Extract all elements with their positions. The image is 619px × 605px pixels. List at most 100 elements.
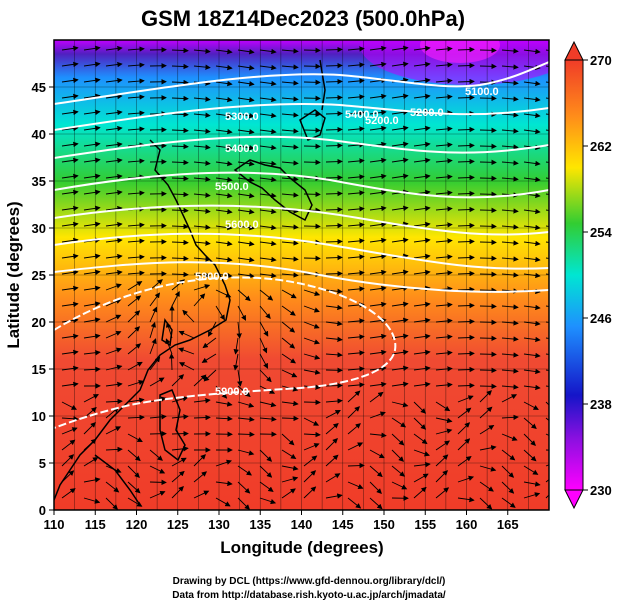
streamline-arrow	[325, 46, 343, 53]
streamline-arrow	[127, 465, 140, 478]
streamline-arrow	[215, 96, 233, 103]
streamline-arrow	[215, 128, 233, 135]
streamline-arrow	[83, 301, 101, 307]
streamline-arrow	[435, 174, 453, 180]
streamline-arrow	[105, 364, 123, 371]
streamline-arrow	[237, 257, 255, 263]
streamline-arrow	[413, 205, 431, 212]
y-tick-label: 35	[32, 174, 46, 189]
streamline-arrow	[105, 157, 123, 164]
streamline-arrow	[171, 446, 189, 452]
streamline-arrow	[233, 353, 239, 371]
streamline-arrow	[105, 347, 122, 355]
streamline-arrow	[347, 423, 361, 435]
streamline-arrow	[369, 391, 384, 403]
streamline-arrow	[391, 417, 407, 428]
streamline-arrow	[347, 46, 365, 52]
streamline-arrow	[201, 353, 217, 363]
streamline-arrow	[105, 61, 123, 68]
streamline-arrow	[457, 222, 475, 229]
streamline-arrow	[325, 422, 339, 435]
streamline-arrow	[215, 80, 233, 87]
streamline-arrow	[127, 126, 145, 132]
streamline-arrow	[369, 432, 387, 438]
streamline-arrow	[413, 433, 428, 445]
streamline-arrow	[391, 157, 409, 163]
streamline-arrow	[391, 205, 409, 211]
streamline-arrow	[325, 158, 343, 165]
streamline-arrow	[193, 490, 210, 499]
streamline-arrow	[237, 241, 255, 247]
streamline-arrow	[83, 350, 101, 356]
streamline-arrow	[457, 238, 475, 245]
streamline-arrow	[215, 497, 231, 507]
streamline-arrow	[127, 449, 141, 462]
streamline-arrow	[215, 64, 233, 71]
streamline-arrow	[127, 414, 145, 421]
streamline-arrow	[435, 470, 449, 483]
streamline-arrow	[523, 449, 537, 462]
streamline-arrow	[215, 240, 233, 247]
streamline-arrow	[105, 221, 123, 228]
contour-line	[54, 276, 397, 429]
streamline-arrow	[391, 401, 409, 408]
streamline-arrow	[83, 141, 101, 147]
streamline-arrow	[369, 125, 387, 132]
streamline-arrow	[237, 289, 251, 302]
streamline-arrow	[413, 221, 431, 228]
streamline-arrow	[83, 221, 101, 227]
y-tick-label: 0	[39, 503, 46, 518]
streamline-arrow	[105, 173, 123, 180]
streamline-arrow	[413, 317, 431, 324]
colorbar-min-triangle	[564, 489, 584, 510]
x-tick-label: 145	[332, 517, 354, 532]
streamline-arrow	[171, 255, 189, 262]
streamline-arrow	[171, 239, 189, 246]
streamline-arrow	[105, 330, 122, 339]
streamline-arrow	[193, 128, 211, 134]
streamline-arrow	[171, 290, 180, 307]
streamline-arrow	[281, 96, 299, 102]
streamline-arrow	[457, 456, 472, 467]
streamline-arrow	[127, 238, 145, 244]
streamline-arrow	[61, 488, 76, 499]
streamline-arrow	[237, 145, 255, 151]
streamline-arrow	[325, 190, 343, 197]
streamline-arrow	[105, 125, 123, 132]
streamline-arrow	[237, 305, 247, 321]
streamline-arrow	[523, 433, 536, 446]
streamline-arrow	[347, 382, 365, 388]
streamline-arrow	[83, 497, 101, 504]
streamline-arrow	[61, 77, 79, 84]
streamline-arrow	[523, 492, 541, 499]
streamline-arrow	[391, 125, 409, 131]
streamline-arrow	[215, 256, 233, 263]
streamline-arrow	[61, 285, 79, 292]
streamline-arrow	[347, 390, 361, 403]
streamline-arrow	[83, 285, 101, 291]
streamline-arrow	[435, 126, 453, 132]
contour-label: 5400.0	[225, 143, 259, 155]
streamline-arrow	[259, 481, 274, 492]
streamline-arrow	[369, 411, 386, 419]
streamline-arrow	[193, 224, 211, 230]
streamline-arrow	[457, 46, 475, 53]
streamline-arrow	[413, 253, 431, 260]
streamline-arrow	[259, 160, 277, 167]
streamline-arrow	[501, 414, 519, 421]
streamline-arrow	[83, 93, 101, 99]
streamline-arrow	[435, 142, 453, 148]
streamline-arrow	[259, 353, 269, 369]
streamline-arrow	[61, 381, 79, 388]
streamline-arrow	[105, 205, 123, 212]
streamline-arrow	[303, 337, 320, 345]
streamline-arrow	[127, 158, 145, 164]
streamline-arrow	[413, 93, 431, 100]
contour-line	[54, 204, 549, 236]
streamline-arrow	[435, 254, 453, 260]
streamline-arrow	[61, 157, 79, 164]
streamline-arrow	[369, 109, 387, 116]
streamline-arrow	[369, 221, 387, 228]
streamline-arrow	[325, 398, 343, 404]
streamline-arrow	[193, 64, 211, 70]
